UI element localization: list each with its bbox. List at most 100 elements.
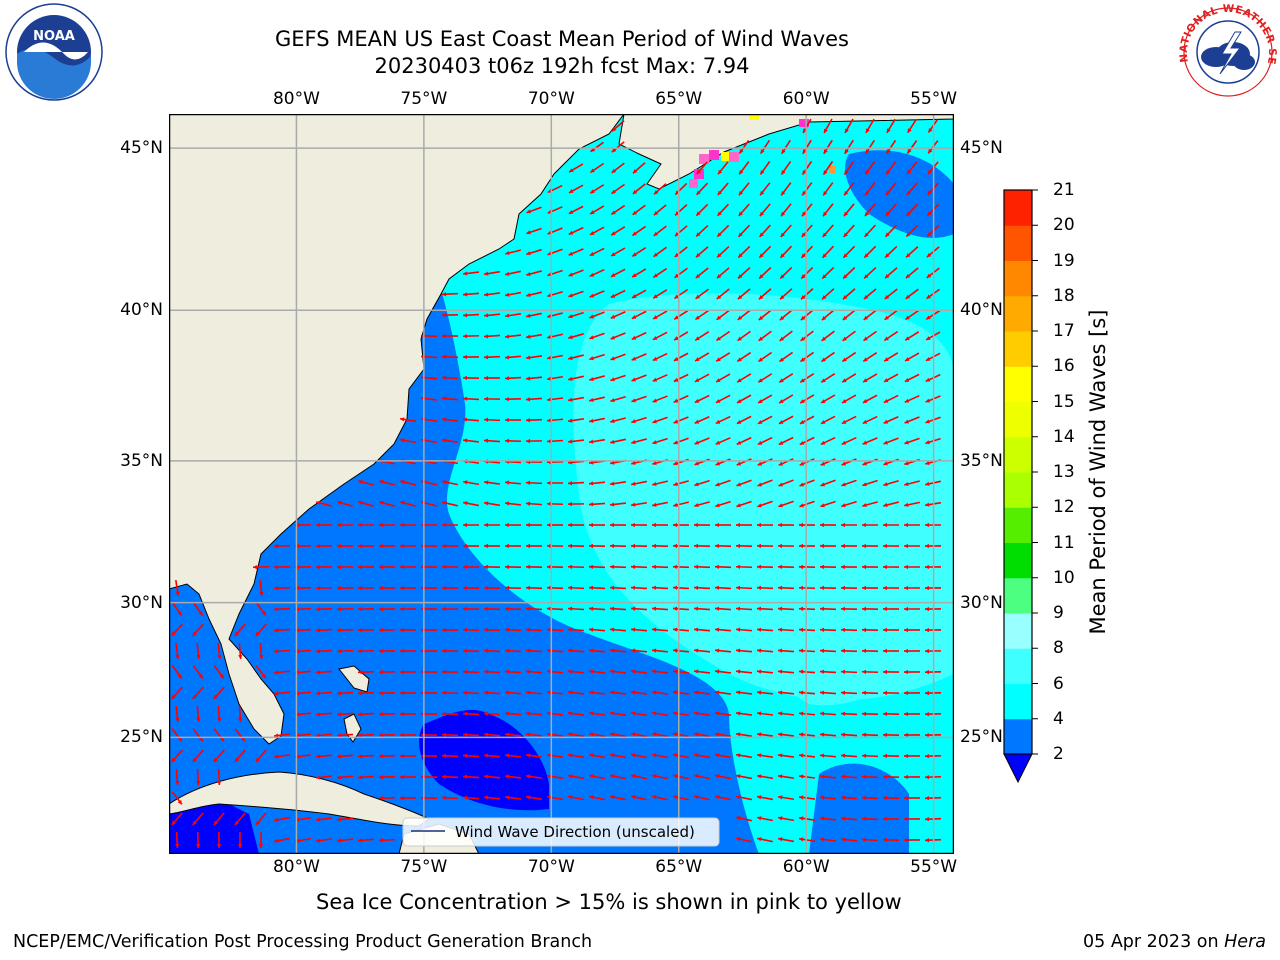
wave-direction-arrow (547, 312, 563, 319)
wave-direction-arrow (441, 732, 459, 738)
wave-direction-arrow (903, 816, 921, 822)
wave-direction-arrow (651, 732, 669, 738)
wave-direction-arrow (694, 394, 710, 404)
wave-direction-arrow (844, 139, 854, 155)
wave-direction-arrow (882, 648, 900, 654)
wave-direction-arrow (357, 606, 375, 612)
wave-direction-arrow (756, 690, 774, 695)
wave-direction-arrow (631, 289, 647, 299)
wave-direction-arrow (801, 203, 813, 217)
wave-direction-arrow (861, 648, 879, 654)
wave-direction-arrow (778, 415, 794, 425)
wave-direction-arrow (568, 333, 584, 340)
wave-direction-arrow (821, 266, 835, 280)
wave-direction-arrow (525, 753, 543, 758)
wave-direction-arrow (737, 267, 751, 279)
wave-direction-arrow (798, 690, 816, 695)
wave-direction-arrow (294, 816, 312, 822)
wave-direction-arrow (315, 754, 333, 759)
wave-direction-arrow (611, 183, 625, 195)
wave-direction-arrow (567, 753, 585, 759)
wave-direction-arrow (483, 627, 501, 632)
wave-direction-arrow (357, 564, 375, 570)
wave-direction-arrow (609, 481, 627, 486)
colorbar-band (1004, 190, 1032, 226)
legend-label: Wind Wave Direction (unscaled) (455, 823, 695, 841)
wave-direction-arrow (630, 564, 648, 570)
wave-direction-arrow (441, 438, 459, 443)
wave-direction-arrow (609, 669, 627, 674)
wave-direction-arrow (780, 182, 792, 196)
wave-direction-arrow (694, 774, 710, 780)
wave-direction-arrow (588, 690, 606, 695)
wave-direction-arrow (798, 564, 816, 570)
wave-direction-arrow (546, 606, 564, 611)
wave-direction-arrow (798, 753, 816, 758)
wave-direction-arrow (885, 161, 897, 175)
wave-direction-arrow (905, 224, 919, 238)
wave-direction-arrow (903, 522, 921, 528)
wave-direction-arrow (631, 331, 647, 341)
wave-direction-arrow (315, 712, 333, 717)
wave-direction-arrow (756, 816, 774, 822)
wave-direction-arrow (336, 543, 354, 549)
wave-direction-arrow (441, 753, 459, 758)
wave-direction-arrow (399, 417, 417, 423)
wave-direction-arrow (885, 203, 897, 217)
wave-direction-arrow (738, 182, 750, 196)
wave-direction-arrow (695, 203, 709, 217)
wave-direction-arrow (802, 139, 812, 155)
wave-direction-arrow (903, 606, 921, 612)
wave-direction-arrow (567, 732, 585, 737)
wave-direction-arrow (800, 330, 814, 342)
wave-direction-arrow (315, 775, 333, 780)
wave-direction-arrow (736, 458, 752, 466)
wave-direction-arrow (862, 458, 878, 466)
wave-direction-arrow (798, 711, 816, 716)
wave-direction-arrow (399, 627, 417, 633)
wave-direction-arrow (819, 795, 837, 800)
wave-direction-arrow (442, 480, 458, 486)
wave-direction-arrow (882, 627, 900, 633)
wave-direction-arrow (844, 118, 854, 134)
wave-direction-arrow (568, 311, 584, 319)
wave-direction-arrow (504, 669, 522, 674)
wave-direction-arrow (525, 585, 543, 591)
wave-direction-arrow (759, 203, 771, 217)
wave-direction-arrow (504, 753, 522, 758)
wave-direction-arrow (735, 543, 753, 549)
wave-direction-arrow (904, 437, 920, 445)
wave-direction-arrow (483, 270, 501, 276)
wave-direction-arrow (546, 439, 564, 444)
wave-direction-arrow (672, 543, 690, 549)
wave-direction-arrow (441, 648, 459, 654)
wave-direction-arrow (462, 522, 480, 528)
wave-direction-arrow (904, 480, 920, 487)
wave-direction-arrow (441, 312, 459, 318)
wave-direction-arrow (714, 627, 732, 632)
wave-direction-arrow (862, 373, 878, 383)
wave-direction-arrow (588, 481, 606, 486)
wave-direction-arrow (905, 246, 919, 258)
wave-direction-arrow (630, 627, 648, 632)
wave-direction-arrow (756, 543, 774, 549)
colorbar-bands (1003, 189, 1038, 784)
wave-direction-arrow (525, 732, 543, 737)
wave-direction-arrow (546, 753, 564, 758)
wave-direction-arrow (589, 268, 605, 278)
wave-direction-arrow (652, 794, 668, 801)
lon-tick-label: 80°W (272, 89, 320, 109)
wave-direction-arrow (526, 206, 542, 214)
wave-direction-arrow (756, 627, 774, 632)
wave-direction-arrow (799, 500, 815, 508)
wave-direction-arrow (714, 585, 732, 590)
wave-direction-arrow (504, 585, 522, 591)
colorbar-band (1004, 507, 1032, 543)
wave-direction-arrow (462, 627, 480, 633)
wave-direction-arrow (716, 267, 730, 279)
wave-direction-arrow (378, 838, 396, 843)
wave-direction-arrow (758, 309, 772, 321)
wave-direction-arrow (315, 733, 333, 738)
wave-direction-arrow (630, 501, 648, 507)
wave-direction-arrow (378, 627, 396, 633)
